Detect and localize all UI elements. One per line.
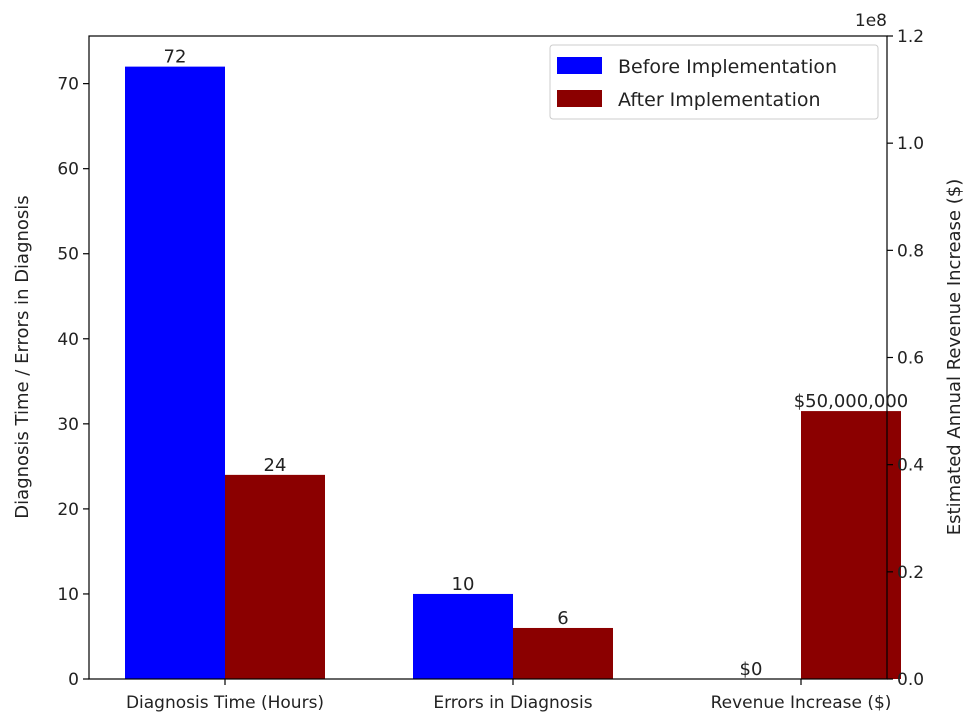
y2-tick-label-6: 1.2: [897, 27, 924, 47]
y-tick-label-1: 10: [57, 585, 79, 605]
y-tick-label-6: 60: [57, 160, 79, 180]
x-tick-label-0: Diagnosis Time (Hours): [126, 693, 324, 713]
bar-before-1: [413, 593, 513, 679]
data-label-before-1: 10: [452, 574, 475, 595]
right-axis: 0.0 0.2 0.4 0.6 0.8 1.0 1.2: [887, 27, 924, 690]
bar-after-2: [801, 411, 901, 679]
y-axis-label: Diagnosis Time / Errors in Diagnosis: [12, 195, 33, 518]
data-label-after-0: 24: [264, 455, 287, 476]
y2-tick-label-3: 0.6: [897, 349, 924, 369]
y2-tick-label-4: 0.8: [897, 241, 924, 261]
left-axis: 0 10 20 30 40 50 60 70: [57, 75, 89, 690]
data-label-before-0: 72: [164, 47, 187, 68]
y2-tick-label-5: 1.0: [897, 134, 924, 154]
bar-after-0: [225, 474, 325, 679]
data-label-before-2: $0: [740, 659, 763, 680]
y-tick-label-5: 50: [57, 245, 79, 265]
y-tick-label-7: 70: [57, 75, 79, 95]
y2-axis-label: Estimated Annual Revenue Increase ($): [944, 179, 965, 535]
bar-before-0: [125, 66, 225, 680]
data-labels: 72 10 $0 24 6 $50,000,000: [164, 47, 909, 680]
data-label-after-1: 6: [557, 608, 568, 629]
legend-label-before: Before Implementation: [618, 56, 837, 78]
x-tick-label-2: Revenue Increase ($): [711, 693, 892, 713]
x-tick-label-1: Errors in Diagnosis: [433, 693, 592, 713]
legend-swatch-after: [557, 90, 602, 107]
legend-swatch-before: [557, 57, 602, 74]
x-axis: Diagnosis Time (Hours) Errors in Diagnosi…: [126, 679, 892, 713]
bar-after-1: [513, 627, 613, 679]
y2-offset-label: 1e8: [855, 11, 887, 31]
y2-tick-label-2: 0.4: [897, 456, 924, 476]
y2-tick-label-0: 0.0: [897, 670, 924, 690]
legend-box: [549, 44, 879, 120]
data-label-after-2: $50,000,000: [794, 391, 909, 412]
y-tick-label-4: 40: [57, 330, 79, 350]
legend: Before Implementation After Implementati…: [549, 44, 879, 120]
y2-tick-label-1: 0.2: [897, 563, 924, 583]
y-tick-label-3: 30: [57, 415, 79, 435]
y-tick-label-2: 20: [57, 500, 79, 520]
bars-layer: [125, 66, 901, 680]
legend-label-after: After Implementation: [618, 89, 821, 111]
y-tick-label-0: 0: [68, 670, 79, 690]
